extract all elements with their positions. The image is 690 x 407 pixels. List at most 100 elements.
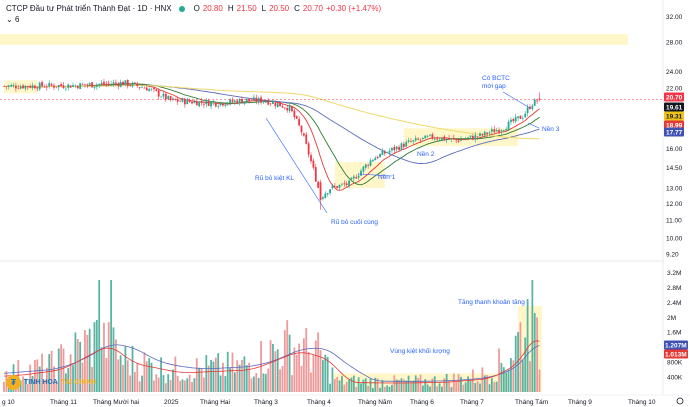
volume-bar: [502, 367, 505, 392]
change-value: +0.30 (+1.47%): [325, 4, 382, 13]
volume-bar: [205, 355, 208, 392]
volume-bar: [57, 348, 60, 392]
candle-body: [86, 84, 89, 86]
volume-bar: [207, 365, 210, 392]
candle-body: [117, 83, 120, 87]
candle-body: [67, 84, 70, 88]
volume-bar: [433, 376, 436, 392]
volume-bar: [267, 368, 270, 392]
volume-bar: [26, 383, 29, 392]
volume-bar: [324, 354, 327, 392]
volume-bar: [395, 379, 398, 392]
volume-bar: [119, 355, 122, 392]
candle-body: [103, 81, 105, 85]
volume-bar: [369, 378, 372, 392]
price-tick-label: 12.00: [666, 201, 683, 208]
candle-body: [500, 130, 503, 132]
candle-body: [376, 156, 379, 158]
moving-average-line: [3, 84, 540, 140]
candle-body: [479, 133, 481, 137]
volume-bar: [300, 365, 303, 392]
indicator-toggle[interactable]: ⌄ 6: [6, 15, 19, 24]
volume-bar: [86, 334, 89, 392]
candle-body: [519, 115, 522, 119]
volume-bar: [48, 354, 51, 392]
volume-bar: [412, 380, 415, 392]
candle-body: [136, 83, 139, 87]
candle-body: [502, 130, 505, 131]
candle-body: [510, 119, 512, 123]
candle-body: [524, 113, 527, 118]
volume-tick-label: 2.8M: [667, 285, 681, 292]
chevron-down-icon: ⌄: [6, 15, 13, 24]
candle-body: [69, 85, 72, 88]
candle-body: [162, 93, 165, 97]
volume-bar: [69, 354, 72, 392]
volume-bar: [362, 379, 365, 392]
highlight-volume-zone: [518, 306, 542, 392]
time-tick-label: Tháng 7: [460, 399, 484, 406]
volume-bar: [407, 375, 410, 392]
candle-body: [450, 138, 453, 140]
volume-bar: [262, 373, 265, 392]
candle-body: [343, 183, 346, 185]
candle-body: [448, 138, 450, 140]
candle-body: [414, 138, 417, 141]
candle-body: [31, 85, 34, 88]
volume-bar: [357, 377, 360, 392]
volume-bar: [414, 375, 417, 392]
volume-bar: [341, 375, 343, 392]
time-tick-label: Tháng Mười hai: [93, 399, 139, 406]
volume-bar: [295, 354, 298, 392]
candle-body: [305, 134, 308, 144]
price-badge: [664, 92, 684, 102]
candle-body: [517, 116, 519, 118]
volume-badge-label: 1.013M: [665, 352, 687, 359]
symbol-title[interactable]: CTCP Đầu tư Phát triển Thành Đạt · 1D · …: [6, 4, 172, 13]
candle-body: [24, 85, 27, 89]
candle-body: [50, 83, 53, 86]
candle-body: [188, 100, 191, 102]
volume-bar: [34, 360, 36, 392]
volume-bar: [179, 380, 182, 392]
candle-body: [236, 100, 239, 104]
candle-body: [91, 82, 93, 88]
candle-body: [431, 134, 434, 139]
candle-body: [531, 105, 534, 109]
logo-text-1: TINH HOA: [24, 379, 58, 386]
candle-body: [134, 82, 136, 84]
candle-body: [350, 177, 353, 180]
candle-body: [15, 86, 17, 89]
gear-icon[interactable]: [676, 397, 684, 405]
volume-bar: [145, 361, 148, 392]
volume-bar: [3, 381, 5, 392]
volume-bar: [474, 382, 477, 392]
volume-bar: [505, 372, 508, 392]
high-value: 21.50: [236, 4, 257, 13]
volume-bar: [150, 362, 153, 392]
volume-bar: [31, 375, 34, 392]
candle-body: [72, 85, 74, 87]
price-badge-label: 17.77: [666, 130, 683, 137]
candle-body: [112, 82, 115, 85]
candle-body: [143, 87, 146, 89]
candle-body: [64, 88, 67, 90]
volume-tick-label: 1.6M: [667, 330, 681, 337]
annotation-label: Tăng thanh khoản tăng: [458, 299, 525, 306]
candle-body: [333, 186, 336, 187]
volume-bar: [167, 374, 170, 392]
price-badge-label: 19.61: [666, 105, 683, 112]
volume-bar: [222, 362, 224, 392]
volume-bar: [512, 360, 515, 392]
volume-bar: [174, 356, 177, 392]
candle-body: [74, 85, 77, 87]
candle-body: [364, 164, 367, 168]
volume-tick-label: 800K: [667, 360, 683, 367]
volume-bar: [441, 386, 443, 392]
time-tick-label: Tháng 6: [410, 399, 434, 406]
candle-body: [43, 86, 46, 88]
candle-body: [514, 116, 517, 122]
volume-bar: [391, 384, 393, 392]
annotation-arrow: [265, 117, 328, 214]
